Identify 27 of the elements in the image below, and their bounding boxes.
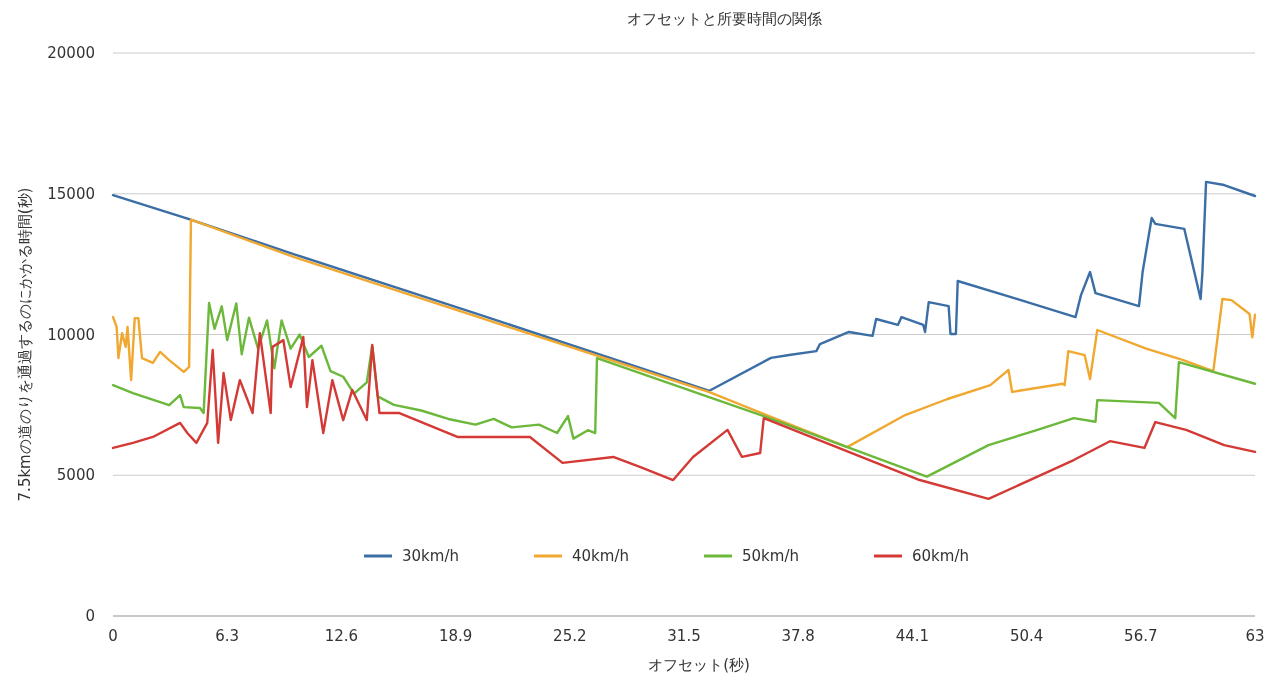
line-series (111, 301, 1257, 478)
legend-label: 40km/h (572, 547, 629, 565)
line-series (111, 331, 1257, 501)
y-tick-label: 0 (85, 607, 95, 625)
y-tick-label: 10000 (47, 325, 95, 344)
y-tick-label: 15000 (47, 184, 95, 203)
line-series (111, 218, 1257, 449)
x-tick-label: 18.9 (438, 627, 473, 645)
x-tick-label: 0 (108, 627, 118, 645)
x-tick-label: 44.1 (895, 627, 930, 645)
y-tick-label: 5000 (56, 466, 95, 485)
x-axis-title: オフセット(秒) (648, 656, 750, 674)
x-tick-label: 37.8 (781, 627, 815, 645)
y-axis-title: 7.5kmの道のりを通過するのにかかる時間(秒) (16, 187, 34, 502)
chart-title: オフセットと所要時間の関係 (626, 10, 822, 28)
x-tick-label: 56.7 (1124, 627, 1158, 645)
legend-label: 30km/h (402, 547, 459, 565)
x-tick-label: 63 (1245, 627, 1265, 645)
x-tick-label: 12.6 (324, 627, 359, 645)
legend-label: 50km/h (742, 547, 799, 565)
x-tick-label: 31.5 (667, 627, 701, 645)
x-tick-label: 25.2 (553, 627, 587, 645)
line-series (111, 180, 1257, 392)
x-tick-label: 6.3 (215, 627, 240, 645)
x-tick-label: 50.4 (1009, 627, 1044, 645)
y-tick-label: 20000 (47, 44, 95, 62)
legend-label: 60km/h (912, 547, 969, 565)
